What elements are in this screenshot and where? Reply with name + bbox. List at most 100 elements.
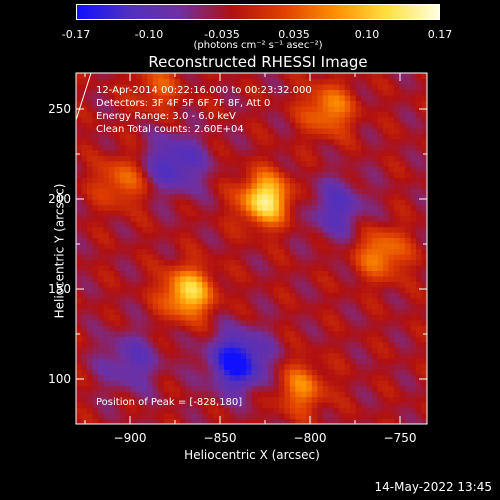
heatmap-cell xyxy=(202,314,209,321)
heatmap-cell xyxy=(235,78,242,85)
heatmap-cell xyxy=(103,281,110,288)
heatmap-cell xyxy=(256,253,264,261)
heatmap-cell xyxy=(202,380,209,387)
heatmap-cell xyxy=(224,78,231,85)
heatmap-cell xyxy=(388,105,395,112)
heatmap-cell xyxy=(213,330,220,337)
heatmap-cell xyxy=(300,275,307,283)
heatmap-cell xyxy=(235,199,242,206)
heatmap-cell xyxy=(311,94,318,102)
heatmap-cell xyxy=(114,385,121,392)
heatmap-cell xyxy=(388,270,395,277)
heatmap-cell xyxy=(333,270,340,277)
heatmap-cell xyxy=(278,237,286,244)
heatmap-cell xyxy=(224,100,231,107)
heatmap-cell xyxy=(97,418,105,424)
heatmap-cell xyxy=(158,407,165,414)
heatmap-cell xyxy=(92,380,99,387)
heatmap-cell xyxy=(81,188,88,195)
heatmap-cell xyxy=(76,221,83,228)
heatmap-cell xyxy=(119,363,126,370)
heatmap-cell xyxy=(76,396,83,403)
heatmap-cell xyxy=(224,155,231,162)
heatmap-cell xyxy=(267,193,275,200)
heatmap-cell xyxy=(191,155,198,162)
heatmap-cell xyxy=(246,369,253,376)
heatmap-cell xyxy=(344,177,351,184)
heatmap-cell xyxy=(322,237,329,244)
heatmap-cell xyxy=(130,243,137,250)
heatmap-cell xyxy=(136,193,143,200)
heatmap-cell xyxy=(399,270,406,277)
heatmap-cell xyxy=(267,210,275,217)
heatmap-cell xyxy=(256,78,264,85)
heatmap-cell xyxy=(147,413,154,420)
heatmap-cell xyxy=(97,253,105,261)
heatmap-cell xyxy=(311,122,318,129)
heatmap-cell xyxy=(306,155,313,162)
heatmap-cell xyxy=(278,314,286,321)
heatmap-cell xyxy=(410,116,417,123)
heatmap-cell xyxy=(174,243,181,250)
colorbar xyxy=(76,4,440,20)
heatmap-cell xyxy=(394,248,401,255)
heatmap-cell xyxy=(311,116,318,123)
heatmap-cell xyxy=(284,237,291,244)
heatmap-cell xyxy=(366,243,373,250)
heatmap-cell xyxy=(147,94,154,102)
heatmap-cell xyxy=(405,226,412,233)
heatmap-cell xyxy=(289,270,296,277)
heatmap-cell xyxy=(130,303,137,310)
heatmap-cell xyxy=(158,418,165,424)
heatmap-cell xyxy=(174,215,181,222)
heatmap-cell xyxy=(92,281,99,288)
heatmap-cell xyxy=(339,237,346,244)
heatmap-cell xyxy=(92,264,99,272)
heatmap-cell xyxy=(350,166,357,173)
heatmap-cell xyxy=(416,133,423,140)
heatmap-cell xyxy=(284,210,291,217)
heatmap-cell xyxy=(284,160,291,167)
heatmap-cell xyxy=(311,199,318,206)
heatmap-cell xyxy=(300,407,307,414)
heatmap-cell xyxy=(213,352,220,359)
heatmap-cell xyxy=(394,133,401,140)
heatmap-cell xyxy=(421,133,427,140)
heatmap-cell xyxy=(169,281,176,288)
heatmap-cell xyxy=(421,396,427,403)
heatmap-cell xyxy=(273,94,280,102)
heatmap-cell xyxy=(372,303,379,310)
heatmap-cell xyxy=(141,204,148,211)
heatmap-cell xyxy=(196,182,203,189)
heatmap-cell xyxy=(317,341,324,348)
heatmap-cell xyxy=(377,144,384,151)
heatmap-cell xyxy=(328,232,335,239)
heatmap-cell xyxy=(289,418,296,424)
heatmap-cell xyxy=(366,418,373,424)
heatmap-cell xyxy=(246,270,253,277)
heatmap-cell xyxy=(410,319,417,326)
heatmap-cell xyxy=(251,138,258,145)
heatmap-cell xyxy=(355,226,362,233)
heatmap-cell xyxy=(388,111,395,118)
heatmap-cell xyxy=(372,402,379,409)
heatmap-cell xyxy=(317,297,324,304)
heatmap-cell xyxy=(180,402,187,409)
heatmap-cell xyxy=(240,232,247,239)
heatmap-cell xyxy=(196,314,203,321)
heatmap-cell xyxy=(174,73,181,80)
heatmap-cell xyxy=(372,204,379,211)
heatmap-cell xyxy=(108,319,115,326)
heatmap-cell xyxy=(410,193,417,200)
heatmap-cell xyxy=(322,177,329,184)
heatmap-cell xyxy=(235,259,242,266)
heatmap-cell xyxy=(284,226,291,233)
heatmap-cell xyxy=(147,374,154,381)
heatmap-cell xyxy=(262,166,269,173)
heatmap-cell xyxy=(295,149,302,156)
heatmap-cell xyxy=(76,138,83,145)
heatmap-cell xyxy=(246,155,253,162)
heatmap-cell xyxy=(317,116,324,123)
heatmap-cell xyxy=(213,380,220,387)
heatmap-cell xyxy=(388,155,395,162)
